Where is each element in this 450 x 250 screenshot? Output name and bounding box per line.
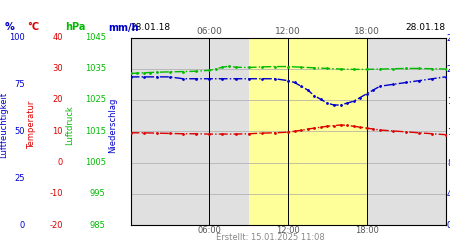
Text: 100: 100: [9, 33, 25, 42]
Text: 10: 10: [53, 127, 63, 136]
Text: 75: 75: [14, 80, 25, 89]
Text: 25: 25: [14, 174, 25, 182]
Text: -20: -20: [50, 220, 63, 230]
Text: Luftfeuchtigkeit: Luftfeuchtigkeit: [0, 92, 8, 158]
Text: mm/h: mm/h: [108, 22, 139, 32]
Text: 0: 0: [19, 220, 25, 230]
Text: 28.01.18: 28.01.18: [130, 23, 171, 32]
Text: 50: 50: [14, 127, 25, 136]
Text: °C: °C: [27, 22, 39, 32]
Text: 20: 20: [53, 96, 63, 104]
Text: 995: 995: [90, 189, 106, 198]
Text: 1005: 1005: [85, 158, 106, 167]
Text: -10: -10: [50, 189, 63, 198]
Text: 1015: 1015: [85, 127, 106, 136]
Text: 28.01.18: 28.01.18: [405, 23, 446, 32]
Text: 30: 30: [52, 64, 63, 73]
Text: 40: 40: [53, 33, 63, 42]
Text: 0: 0: [58, 158, 63, 167]
Text: Luftdruck: Luftdruck: [65, 105, 74, 145]
Text: 1025: 1025: [85, 96, 106, 104]
Text: Erstellt: 15.01.2025 11:08: Erstellt: 15.01.2025 11:08: [216, 234, 324, 242]
Text: %: %: [4, 22, 14, 32]
Text: 985: 985: [90, 220, 106, 230]
Text: 1035: 1035: [85, 64, 106, 73]
Text: Niederschlag: Niederschlag: [108, 97, 117, 153]
Text: 1045: 1045: [85, 33, 106, 42]
Bar: [248, 38, 367, 225]
Text: hPa: hPa: [65, 22, 86, 32]
Text: Temperatur: Temperatur: [27, 101, 36, 149]
